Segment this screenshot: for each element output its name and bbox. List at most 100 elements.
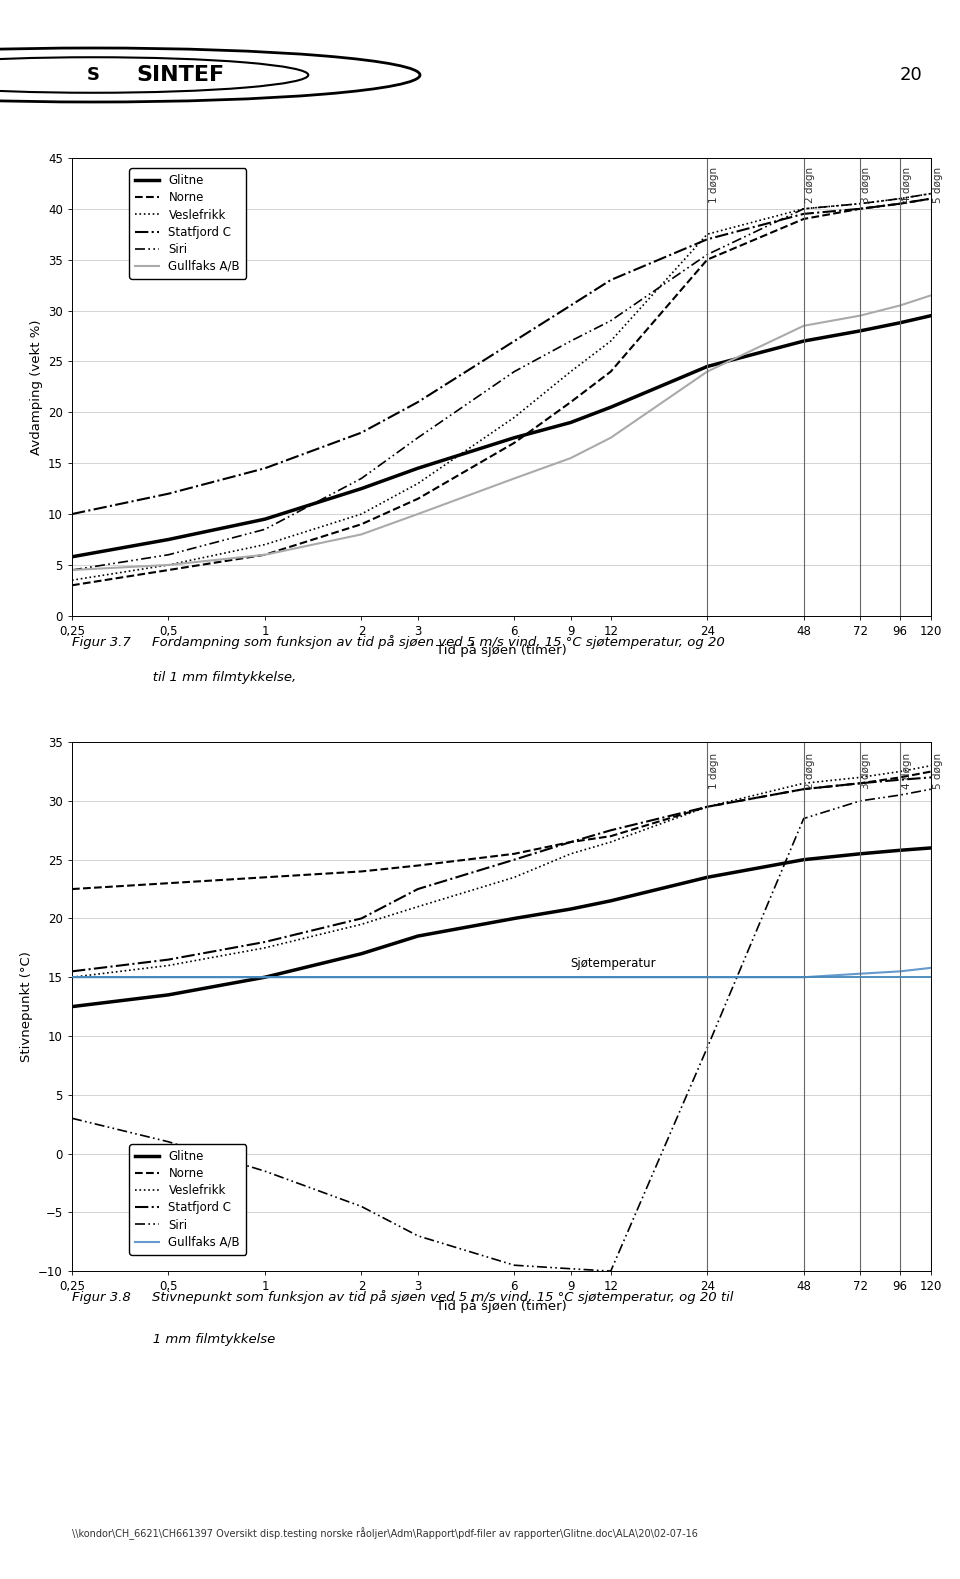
Siri — [854, 791, 866, 810]
Glitne — [564, 900, 576, 919]
Gullfaks A/B — [509, 968, 520, 987]
Veslefrikk — [162, 556, 174, 575]
Siri — [605, 311, 616, 330]
Line: Gullfaks A/B: Gullfaks A/B — [72, 295, 931, 570]
Glitne — [702, 868, 713, 887]
Siri — [798, 199, 809, 218]
Veslefrikk — [412, 474, 423, 493]
Siri — [925, 780, 937, 799]
Statfjord C — [702, 797, 713, 816]
Gullfaks A/B — [412, 968, 423, 987]
Siri — [355, 1197, 367, 1216]
Veslefrikk — [798, 199, 809, 218]
Statfjord C — [66, 505, 78, 524]
Gullfaks A/B — [798, 316, 809, 335]
Veslefrikk — [605, 832, 616, 851]
Line: Statfjord C: Statfjord C — [72, 777, 931, 971]
Line: Veslefrikk: Veslefrikk — [72, 194, 931, 579]
Veslefrikk — [66, 570, 78, 589]
Glitne — [564, 414, 576, 433]
Siri — [925, 185, 937, 204]
Gullfaks A/B — [798, 968, 809, 987]
Line: Siri: Siri — [72, 194, 931, 570]
Norne — [925, 189, 937, 208]
Norne — [355, 862, 367, 881]
Glitne — [162, 531, 174, 549]
Norne — [605, 827, 616, 846]
Glitne — [925, 838, 937, 857]
Line: Gullfaks A/B: Gullfaks A/B — [72, 968, 931, 977]
Text: 20: 20 — [900, 66, 923, 84]
Veslefrikk — [509, 407, 520, 426]
Statfjord C — [798, 780, 809, 799]
Statfjord C — [412, 880, 423, 898]
Legend: Glitne, Norne, Veslefrikk, Statfjord C, Siri, Gullfaks A/B: Glitne, Norne, Veslefrikk, Statfjord C, … — [130, 169, 246, 279]
Statfjord C — [66, 962, 78, 981]
Text: Figur 3.7     Fordampning som funksjon av tid på sjøen ved 5 m/s vind, 15 °C sjø: Figur 3.7 Fordampning som funksjon av ti… — [72, 635, 725, 649]
Line: Siri: Siri — [72, 790, 931, 1271]
Text: 5 døgn: 5 døgn — [932, 753, 943, 790]
X-axis label: Tid på sjøen (timer): Tid på sjøen (timer) — [436, 643, 567, 657]
Norne — [162, 873, 174, 892]
Gullfaks A/B — [605, 428, 616, 447]
Veslefrikk — [355, 914, 367, 933]
Gullfaks A/B — [564, 448, 576, 467]
Line: Norne: Norne — [72, 199, 931, 586]
Glitne — [605, 891, 616, 910]
Norne — [66, 576, 78, 595]
Veslefrikk — [798, 774, 809, 793]
Norne — [162, 561, 174, 579]
Norne — [412, 489, 423, 508]
Glitne — [412, 927, 423, 946]
Veslefrikk — [564, 845, 576, 864]
Glitne — [66, 548, 78, 567]
Norne — [259, 545, 271, 564]
Glitne — [702, 357, 713, 376]
Gullfaks A/B — [605, 968, 616, 987]
Text: 1 døgn: 1 døgn — [708, 753, 719, 790]
Line: Glitne: Glitne — [72, 848, 931, 1007]
Siri — [895, 785, 906, 804]
Text: 2 døgn: 2 døgn — [805, 167, 815, 204]
Glitne — [66, 998, 78, 1017]
Gullfaks A/B — [895, 295, 906, 314]
Gullfaks A/B — [259, 545, 271, 564]
Siri — [259, 519, 271, 538]
Gullfaks A/B — [162, 556, 174, 575]
Veslefrikk — [702, 797, 713, 816]
Veslefrikk — [854, 767, 866, 786]
Gullfaks A/B — [412, 505, 423, 524]
X-axis label: Tid på sjøen (timer): Tid på sjøen (timer) — [436, 1298, 567, 1312]
Statfjord C — [509, 332, 520, 351]
Siri — [895, 189, 906, 208]
Statfjord C — [564, 295, 576, 314]
Statfjord C — [895, 771, 906, 790]
Statfjord C — [259, 459, 271, 478]
Norne — [798, 210, 809, 229]
Gullfaks A/B — [564, 968, 576, 987]
Text: 1 døgn: 1 døgn — [708, 167, 719, 204]
Siri — [798, 808, 809, 827]
Statfjord C — [854, 774, 866, 793]
Norne — [605, 362, 616, 381]
Veslefrikk — [355, 505, 367, 524]
Glitne — [509, 428, 520, 447]
Gullfaks A/B — [702, 362, 713, 381]
Siri — [702, 1039, 713, 1058]
Siri — [162, 1132, 174, 1151]
Legend: Glitne, Norne, Veslefrikk, Statfjord C, Siri, Gullfaks A/B: Glitne, Norne, Veslefrikk, Statfjord C, … — [130, 1145, 246, 1255]
Statfjord C — [509, 850, 520, 868]
Siri — [509, 362, 520, 381]
Line: Norne: Norne — [72, 772, 931, 889]
Veslefrikk — [509, 868, 520, 887]
Siri — [66, 561, 78, 579]
Norne — [412, 856, 423, 875]
Glitne — [509, 910, 520, 928]
Statfjord C — [605, 821, 616, 840]
Gullfaks A/B — [854, 965, 866, 984]
Y-axis label: Avdamping (vekt %): Avdamping (vekt %) — [30, 319, 42, 455]
Glitne — [925, 306, 937, 325]
Veslefrikk — [412, 897, 423, 916]
Veslefrikk — [895, 763, 906, 782]
Norne — [509, 845, 520, 864]
